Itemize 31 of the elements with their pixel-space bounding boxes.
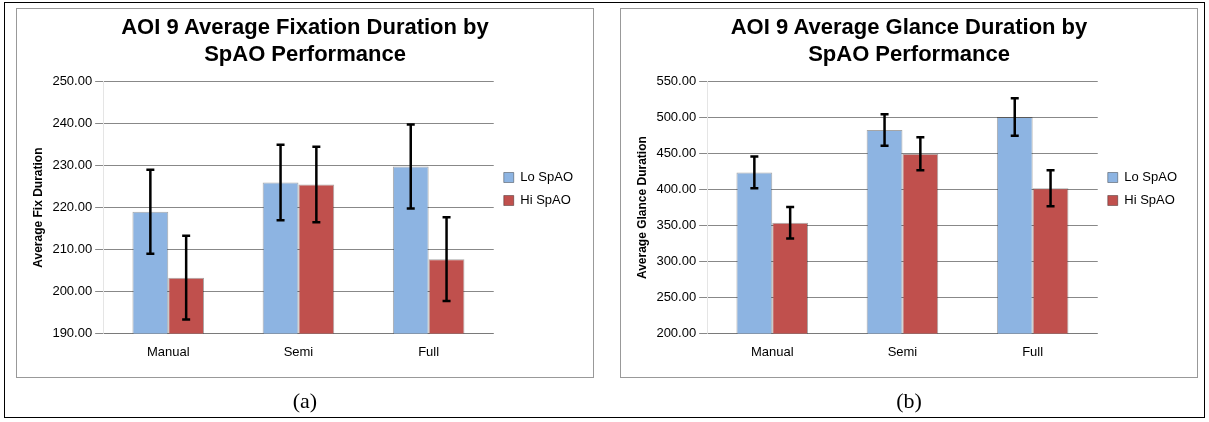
x-tick-label: Manual: [750, 343, 794, 359]
x-tick-label: Full: [1022, 343, 1044, 359]
y-tick-label: 350.00: [656, 217, 697, 233]
legend-label: Hi SpAO: [520, 192, 571, 208]
legend-label: Lo SpAO: [520, 169, 574, 185]
chart-title: AOI 9 Average Fixation Duration by SpAO Performance: [121, 14, 490, 66]
y-tick-label: 500.00: [656, 109, 697, 125]
x-tick-label: Semi: [283, 343, 314, 359]
y-tick-label: 400.00: [656, 181, 697, 197]
text: (b): [895, 388, 923, 414]
legend-label: Hi SpAO: [1124, 192, 1175, 208]
y-axis-title: Average Fix Duration: [30, 147, 45, 268]
y-tick-label: 220.00: [52, 199, 93, 215]
text: (a): [291, 388, 319, 414]
x-tick-label: Full: [418, 343, 440, 359]
x-tick-label: Semi: [887, 343, 918, 359]
y-tick-label: 200.00: [656, 324, 697, 340]
y-tick-label: 230.00: [52, 157, 93, 173]
y-tick-label: 550.00: [656, 73, 697, 89]
chart-title: AOI 9 Average Glance Duration by SpAO Performance: [730, 14, 1089, 66]
x-tick-label: Manual: [146, 343, 190, 359]
y-axis-title: Average Glance Duration: [634, 136, 649, 280]
y-tick-label: 190.00: [52, 324, 93, 340]
y-tick-label: 300.00: [656, 253, 697, 269]
y-tick-label: 200.00: [52, 283, 93, 299]
y-tick-label: 240.00: [52, 115, 93, 131]
y-tick-label: 450.00: [656, 145, 697, 161]
y-tick-label: 250.00: [656, 289, 697, 305]
legend-label: Lo SpAO: [1124, 169, 1178, 185]
y-tick-label: 250.00: [52, 73, 93, 89]
y-tick-label: 210.00: [52, 241, 93, 257]
